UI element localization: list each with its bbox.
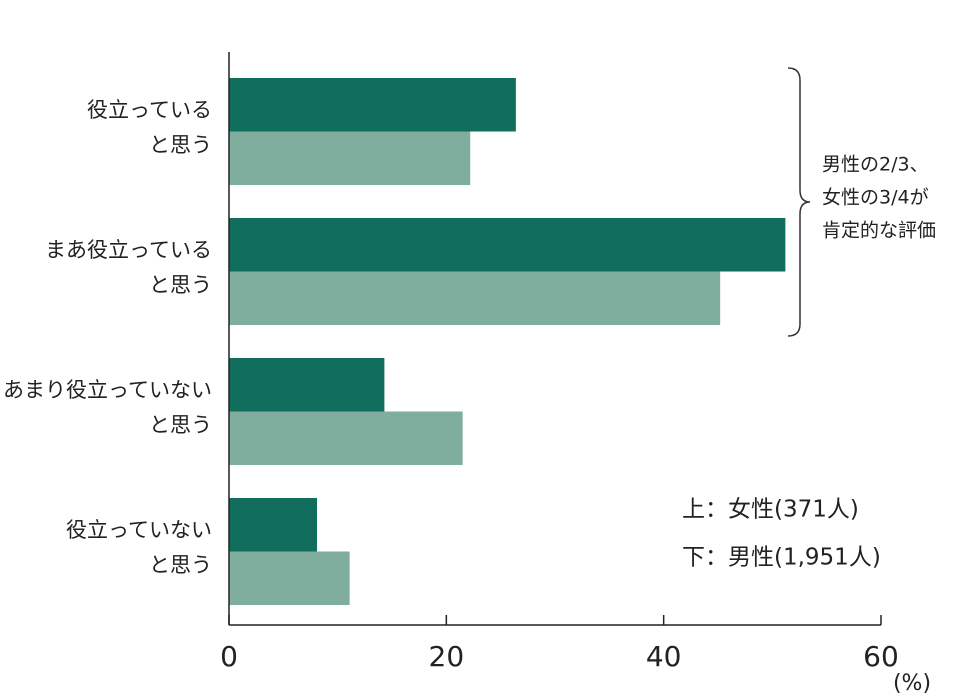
bar: [229, 78, 516, 132]
y-tick-label: 役立っていない: [66, 518, 212, 542]
y-tick-label: 役立っている: [87, 98, 212, 122]
x-tick-label: 0: [220, 640, 238, 673]
bar: [229, 498, 318, 552]
annotation: 女性の3/4が: [822, 187, 929, 209]
legend-entry: 下：男性(1,951人): [682, 545, 881, 571]
annotation: 男性の2/3、: [822, 154, 929, 176]
y-tick-label: と思う: [149, 273, 212, 297]
x-tick-label: 60: [863, 640, 899, 673]
bar: [229, 358, 385, 412]
brace: [787, 67, 811, 337]
y-tick-label: と思う: [149, 553, 212, 577]
y-tick-label: と思う: [149, 413, 212, 437]
y-tick-label: あまり役立っていない: [3, 378, 212, 402]
bar: [229, 411, 463, 465]
bar: [229, 218, 786, 272]
y-tick-label: まあ役立っている: [45, 238, 212, 262]
legend-entry: 上：女性(371人): [682, 497, 859, 523]
bar: [229, 551, 350, 605]
bar: [229, 271, 721, 325]
y-tick-label: と思う: [149, 133, 212, 157]
x-tick-label: 40: [646, 640, 682, 673]
x-tick-label: 20: [429, 640, 465, 673]
annotation: 肯定的な評価: [822, 220, 936, 242]
x-axis-label: (%): [893, 671, 931, 696]
bar: [229, 131, 471, 185]
